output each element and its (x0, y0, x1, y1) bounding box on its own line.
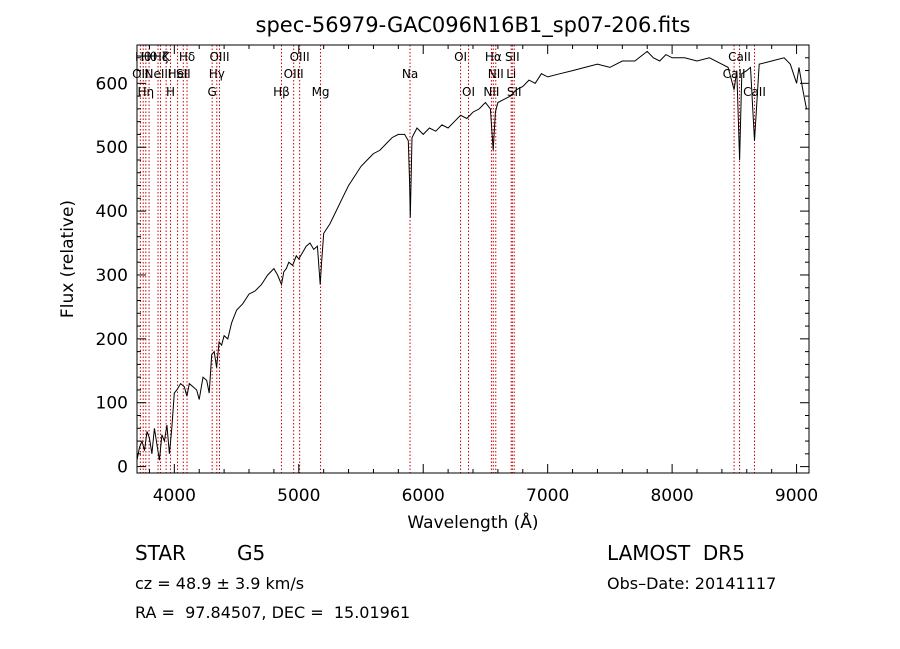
line-marker-label-5: Hζ (153, 50, 169, 64)
y-tick-label-0: 0 (117, 458, 128, 478)
line-marker-label-22: Hα (485, 50, 502, 64)
line-marker-label-4: NeIII (145, 67, 172, 81)
plot-frame (136, 44, 810, 474)
line-marker-label-18: Na (402, 67, 418, 81)
line-marker-label-24: Li (506, 67, 516, 81)
line-marker-label-7: H (166, 85, 175, 99)
y-tick-label-2: 200 (96, 330, 128, 350)
y-tick-label-5: 500 (96, 138, 128, 158)
object-class: STAR (135, 541, 186, 565)
line-marker-label-25: SII (505, 50, 520, 64)
x-tick-label-2: 6000 (402, 486, 445, 506)
object-subclass: G5 (237, 541, 266, 565)
spectrum-line (136, 50, 807, 461)
x-tick-label-4: 8000 (650, 486, 693, 506)
line-marker-label-2: Hη (138, 85, 155, 99)
line-marker-label-8: HeI (168, 67, 188, 81)
survey-release: LAMOST DR5 (607, 541, 745, 565)
line-marker-labels: OIIHθHηHθNeIIIHζKHHeISIIHδGHγOIIIHβOIIIO… (132, 50, 766, 99)
x-tick-label-3: 7000 (526, 486, 569, 506)
x-tick-label-1: 5000 (277, 486, 320, 506)
y-tick-label-1: 100 (96, 394, 128, 414)
y-axis-ticks: 0 100 200 300 400 500 600 (96, 57, 809, 478)
line-marker-label-15: OIII (284, 67, 304, 81)
line-marker-label-6: K (162, 50, 171, 64)
chart-title: spec-56979-GAC096N16B1_sp07-206.fits (256, 13, 691, 38)
line-marker-label-3: Hθ (141, 50, 157, 64)
x-axis-label: Wavelength (Å) (407, 511, 538, 533)
observation-date: Obs–Date: 20141117 (607, 574, 777, 593)
line-marker-label-13: OIII (209, 50, 229, 64)
x-tick-label-0: 4000 (153, 486, 196, 506)
line-marker-label-9: SII (176, 67, 191, 81)
line-marker-label-16: OIII (290, 50, 310, 64)
line-marker-label-14: Hβ (273, 85, 290, 99)
y-tick-label-6: 600 (96, 74, 128, 94)
line-marker-label-20: OI (462, 85, 475, 99)
line-markers (139, 45, 755, 473)
x-axis-ticks: 4000 5000 6000 7000 8000 9000 (148, 45, 818, 506)
y-tick-label-4: 400 (96, 202, 128, 222)
line-marker-label-12: Hγ (209, 67, 225, 81)
line-marker-label-10: Hδ (179, 50, 195, 64)
y-axis-label: Flux (relative) (58, 200, 78, 318)
coordinates: RA = 97.84507, DEC = 15.01961 (135, 603, 411, 622)
line-marker-label-1: Hθ (135, 50, 151, 64)
redshift-value: cz = 48.9 ± 3.9 km/s (135, 574, 305, 593)
line-marker-label-29: CaII (743, 85, 766, 99)
line-marker-label-11: G (208, 85, 217, 99)
line-marker-label-17: Mg (312, 85, 330, 99)
line-marker-label-23: NII (488, 67, 504, 81)
line-marker-label-19: OI (454, 50, 467, 64)
x-tick-label-5: 9000 (775, 486, 818, 506)
line-marker-label-28: CaII (728, 50, 751, 64)
y-tick-label-3: 300 (96, 266, 128, 286)
line-marker-label-27: CaII (723, 67, 746, 81)
line-marker-label-21: NII (483, 85, 499, 99)
line-marker-label-0: OII (132, 67, 149, 81)
